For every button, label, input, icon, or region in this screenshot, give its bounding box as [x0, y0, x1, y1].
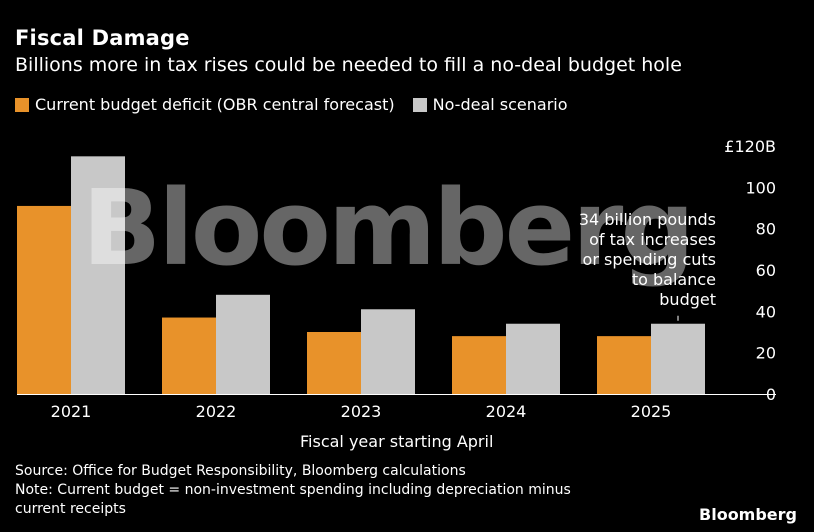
chart-subtitle: Billions more in tax rises could be need…	[15, 54, 682, 76]
bar-nodeal-2025	[651, 323, 705, 394]
bar-nodeal-2021	[71, 156, 125, 394]
annotation-line: 34 billion pounds	[578, 210, 716, 229]
bar-current-2025	[597, 336, 651, 394]
bar-current-2021	[17, 205, 71, 394]
x-axis-title: Fiscal year starting April	[300, 432, 494, 451]
x-tick-label: 2021	[51, 402, 92, 421]
legend-label-nodeal: No-deal scenario	[432, 95, 568, 114]
bar-current-2024	[452, 336, 506, 394]
footnotes: Source: Office for Budget Responsibility…	[15, 462, 571, 519]
bar-nodeal-2024	[506, 323, 560, 394]
legend-swatch-nodeal	[412, 97, 427, 112]
legend-label-current: Current budget deficit (OBR central fore…	[35, 95, 395, 114]
legend-item-nodeal: No-deal scenario	[412, 95, 568, 114]
x-tick-label: 2024	[486, 402, 527, 421]
definition-note: Note: Current budget = non-investment sp…	[15, 482, 571, 498]
x-tick-label: 2022	[196, 402, 237, 421]
annotation-text: 34 billion pounds of tax increases or sp…	[579, 210, 716, 310]
legend: Current budget deficit (OBR central fore…	[15, 95, 586, 114]
y-tick-label: 100	[745, 178, 776, 197]
source-note: Source: Office for Budget Responsibility…	[15, 463, 466, 479]
legend-swatch-current	[15, 97, 29, 112]
annotation-line: to balance	[631, 270, 716, 289]
bar-current-2023	[307, 332, 361, 394]
legend-item-current: Current budget deficit (OBR central fore…	[15, 95, 395, 114]
y-tick-label: £120B	[724, 137, 776, 156]
definition-note-cont: current receipts	[15, 501, 126, 517]
bar-nodeal-2022	[216, 294, 270, 394]
annotation-line: budget	[659, 290, 716, 309]
bar-nodeal-2023	[361, 309, 415, 394]
y-tick-label: 80	[756, 220, 776, 239]
annotation-line: of tax increases	[589, 230, 716, 249]
bar-current-2022	[162, 317, 216, 394]
x-tick-label: 2025	[631, 402, 672, 421]
chart-title: Fiscal Damage	[15, 26, 190, 50]
bloomberg-logo: Bloomberg	[699, 505, 797, 524]
y-tick-label: 40	[756, 302, 776, 321]
annotation-line: or spending cuts	[582, 250, 716, 269]
x-tick-label: 2023	[341, 402, 382, 421]
y-tick-label: 20	[756, 344, 776, 363]
y-tick-label: 60	[756, 261, 776, 280]
y-tick-label: 0	[766, 385, 776, 404]
